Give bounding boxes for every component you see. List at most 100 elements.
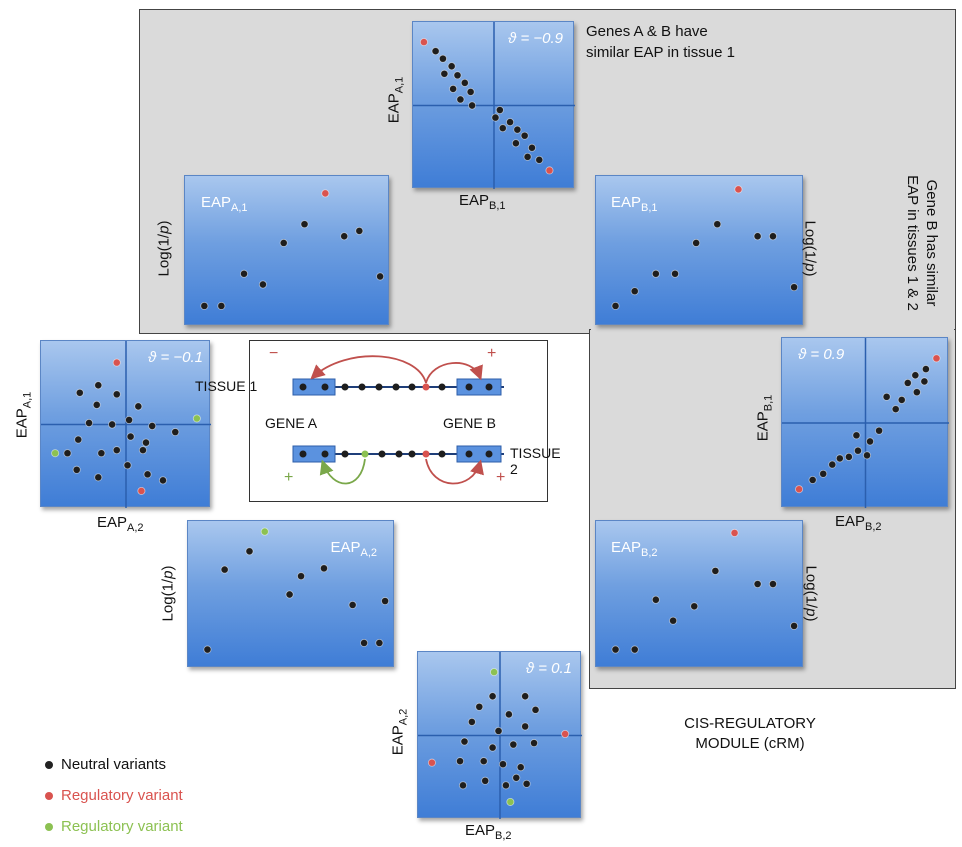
neutral-variant-point [521, 692, 530, 701]
eap-text: EAP [330, 539, 361, 556]
neutral-variant-point [355, 226, 364, 235]
neutral-variant-point [520, 131, 529, 140]
annotation-genes-ab-line1: Genes A & B have [586, 23, 708, 40]
neutral-variant-point [921, 365, 930, 374]
neutral-variant-point [468, 101, 477, 110]
eap-sub: A,1 [393, 76, 406, 94]
panel-right-correlation: ϑ = 0.9 [781, 337, 949, 508]
neutral-variant-point [690, 602, 699, 611]
neutral-variant-point [258, 280, 267, 289]
neutral-variant-point [475, 702, 484, 711]
svg-logp-b2 [611, 528, 799, 654]
eap-sub: A,1 [21, 391, 34, 409]
eap-text: EAP [201, 194, 232, 211]
neutral-variant-point [112, 446, 121, 455]
eap-text: EAP [754, 411, 772, 442]
annotation-crm-line2: MODULE (cRM) [695, 735, 805, 752]
logp-var: p [159, 570, 177, 579]
neutral-variant-point [863, 451, 872, 460]
neutral-variant-point [72, 465, 81, 474]
neutral-variant-point [866, 437, 875, 446]
neutral-variant-point [466, 87, 475, 96]
neutral-variant-point [112, 390, 121, 399]
logp-var: p [802, 608, 820, 617]
theta-left: ϑ = −0.1 [148, 349, 203, 366]
tissue1-gene-a-box [292, 378, 336, 396]
eap-sub: B,1 [762, 394, 775, 412]
neutral-variant-point [488, 743, 497, 752]
neutral-variant-point [891, 405, 900, 414]
neutral-variant-point [440, 69, 449, 78]
neutral-variant-point [768, 232, 777, 241]
neutral-variant-point [790, 621, 799, 630]
logp-var: p [801, 263, 819, 272]
logp-suffix: ) [802, 616, 820, 622]
neutral-variant-point [669, 616, 678, 625]
legend-neutral-label: Neutral variants [61, 756, 167, 773]
tissue1-variants [299, 383, 493, 391]
plus-sign-b1: + [487, 345, 497, 362]
neutral-variant-point [808, 475, 817, 484]
neutral-variant-point [285, 590, 294, 599]
neutral-variant-point [200, 301, 209, 310]
axis-right-y: EAPB,1 [754, 395, 774, 442]
green-regulatory-variant-point [506, 797, 515, 806]
red-regulatory-variant-point [419, 38, 428, 47]
arrow-t1-to-gene-b [425, 362, 483, 384]
legend-red: Regulatory variant [45, 787, 183, 804]
annotation-crm: CIS-REGULATORY MODULE (cRM) [660, 714, 840, 754]
red-regulatory-variant-point [932, 354, 941, 363]
logp-prefix: Log(1/ [159, 578, 177, 622]
arrow-t2-to-gene-a [319, 458, 366, 485]
variant-dot [299, 383, 307, 391]
neutral-variant-point [875, 426, 884, 435]
neutral-variant-point [511, 139, 520, 148]
neutral-variant-point [456, 95, 465, 104]
axis-logp-b1: Log(1/p) [801, 221, 818, 277]
annotation-genes-ab-line2: similar EAP in tissue 1 [586, 44, 735, 61]
variant-dot [465, 450, 473, 458]
neutral-variant-point [376, 272, 385, 281]
variant-dot [341, 383, 349, 391]
logp-suffix: ) [159, 565, 177, 571]
neutral-variant-point [453, 71, 462, 80]
svg-left-correlation [41, 341, 211, 508]
logp-prefix: Log(1/ [802, 565, 820, 609]
panel-label-b1: EAPB,1 [611, 194, 658, 214]
panel-logp-a2: EAPA,2 [187, 520, 394, 667]
neutral-variant-point [126, 432, 135, 441]
green-regulatory-variant-point [192, 414, 201, 423]
neutral-variant-point [123, 461, 132, 470]
neutral-variant-point [447, 62, 456, 71]
neutral-variant-point [671, 269, 680, 278]
panel-logp-b1: EAPB,1 [595, 175, 803, 325]
legend-neutral: Neutral variants [45, 756, 166, 773]
theta-top: ϑ = −0.9 [508, 30, 563, 47]
annotation-gene-b-line2: EAP in tissues 1 & 2 [904, 175, 921, 311]
eap-text: EAP [13, 408, 31, 439]
variant-dot [375, 383, 383, 391]
neutral-variant-point [348, 600, 357, 609]
neutral-variant-point [300, 220, 309, 229]
arrow-t1-to-gene-a [310, 355, 427, 384]
neutral-variant-point [630, 645, 639, 654]
panel-label-a1: EAPA,1 [201, 194, 248, 214]
neutral-variant-point [431, 47, 440, 56]
neutral-variant-point [516, 763, 525, 772]
variant-dot [395, 450, 403, 458]
neutral-variant-point [85, 418, 94, 427]
neutral-variant-point [381, 597, 390, 606]
svg-bottom-correlation [418, 652, 582, 819]
tissue1-gene-b-box [456, 378, 502, 396]
variant-dot [341, 450, 349, 458]
plus-sign-b2: + [496, 469, 506, 486]
neutral-variant-point [143, 470, 152, 479]
neutral-variant-point [506, 118, 515, 127]
neutral-variant-point [523, 152, 532, 161]
neutral-variant-point [481, 776, 490, 785]
axis-logp-b2: Log(1/p) [802, 566, 819, 622]
neutral-variant-point [92, 400, 101, 409]
neutral-variant-point [753, 580, 762, 589]
red-regulatory-variant-point [321, 189, 330, 198]
neutral-variant-point [651, 269, 660, 278]
